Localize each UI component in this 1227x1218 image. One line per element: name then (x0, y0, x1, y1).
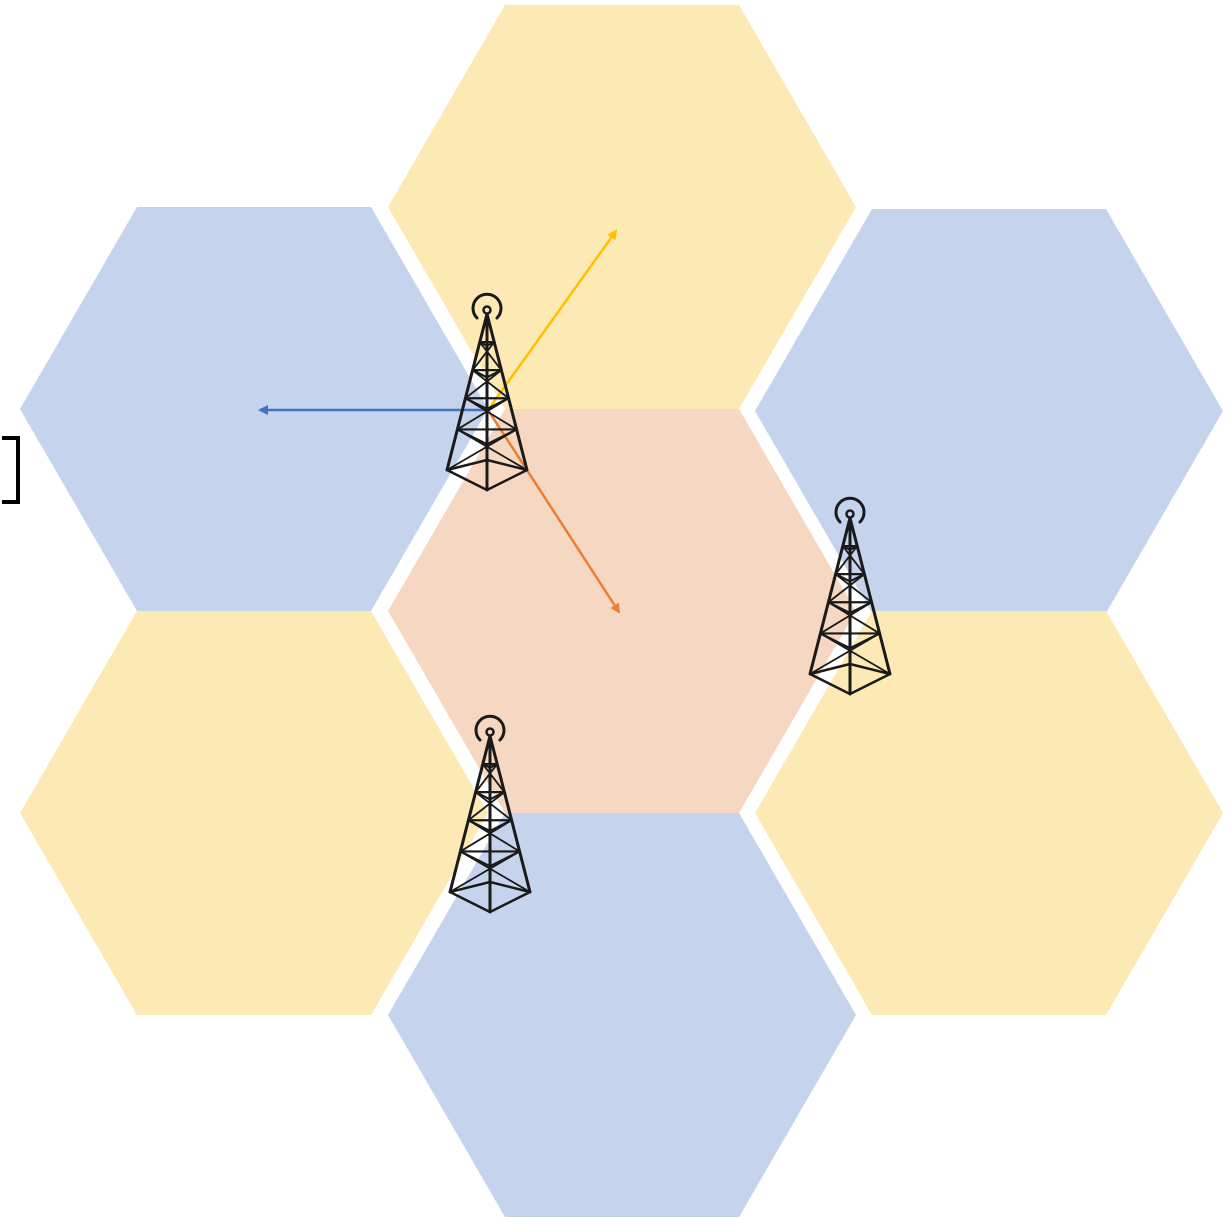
cell-upper-left (20, 207, 488, 611)
cell-top (388, 5, 856, 409)
radio-tower-icon (448, 714, 532, 914)
bracket-mark (2, 436, 20, 504)
cells-layer (20, 5, 1223, 1217)
sector-arrow-orange (486, 409, 621, 614)
radio-tower-icon (808, 496, 892, 696)
sector-arrows (258, 229, 621, 614)
cell-lower-left (20, 611, 488, 1015)
towers-layer (445, 292, 892, 914)
cell-center (388, 409, 856, 813)
cell-lower-right (755, 611, 1223, 1015)
radio-tower-icon (445, 292, 529, 492)
cell-bottom (388, 813, 856, 1217)
sector-arrow-yellow (486, 229, 618, 411)
cell-upper-right (755, 209, 1223, 613)
